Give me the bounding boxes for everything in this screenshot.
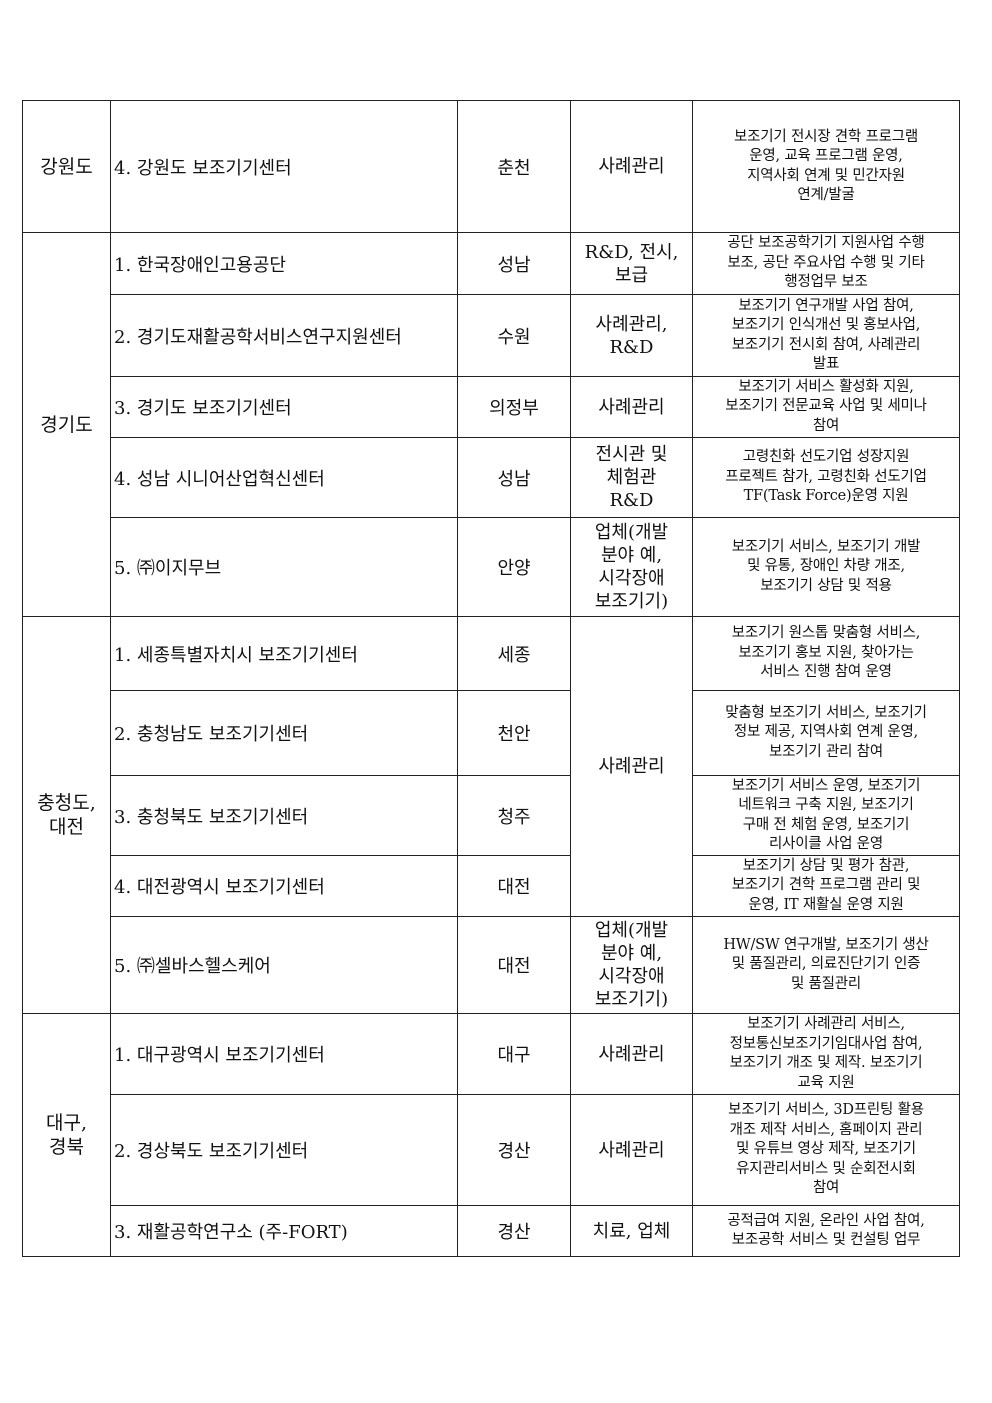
institution-name: 2. 경기도재활공학서비스연구지원센터: [110, 294, 458, 377]
institution-name: 5. ㈜이지무브: [110, 517, 458, 617]
table-row: 대구, 경북 1. 대구광역시 보조기기센터 대구 사례관리 보조기기 사례관리…: [22, 1013, 960, 1257]
city-cell: 대구: [457, 1013, 571, 1095]
region-cell: 강원도: [22, 100, 111, 233]
city-cell: 청주: [457, 775, 571, 856]
table-row: 5. ㈜이지무브 안양 업체(개발 분야 예, 시각장애 보조기기) 보조기기 …: [23, 517, 960, 617]
description-cell: 보조기기 전시장 견학 프로그램 운영, 교육 프로그램 운영, 지역사회 연계…: [692, 100, 960, 233]
city-cell: 천안: [457, 690, 571, 776]
city-cell: 세종: [457, 616, 571, 691]
institution-name: 2. 충청남도 보조기기센터: [110, 690, 458, 776]
description-cell: HW/SW 연구개발, 보조기기 생산 및 품질관리, 의료진단기기 인증 및 …: [692, 916, 960, 1014]
table-row: 충청도, 대전 1. 세종특별자치시 보조기기센터 세종 사례관리 보조기기 원…: [22, 616, 960, 1014]
institution-name: 4. 강원도 보조기기센터: [110, 100, 458, 233]
institution-name: 1. 한국장애인고용공단: [110, 232, 458, 295]
description-cell: 보조기기 서비스 활성화 지원, 보조기기 전문교육 사업 및 세미나 참여: [692, 376, 960, 438]
institution-table: 강원도 4. 강원도 보조기기센터 춘천 사례관리 보조기기 전시장 견학 프로…: [22, 100, 960, 1257]
type-cell: R&D, 전시, 보급: [570, 232, 693, 295]
city-cell: 안양: [457, 517, 571, 617]
table-row: 경기도 1. 한국장애인고용공단 성남 R&D, 전시, 보급 공단 보조공학기…: [22, 232, 960, 617]
type-cell: 사례관리: [570, 100, 693, 233]
description-cell: 보조기기 상담 및 평가 참관, 보조기기 견학 프로그램 관리 및 운영, I…: [692, 855, 960, 917]
region-cell: 충청도, 대전: [22, 616, 111, 1014]
description-cell: 보조기기 연구개발 사업 참여, 보조기기 인식개선 및 홍보사업, 보조기기 …: [692, 294, 960, 377]
city-cell: 의정부: [457, 376, 571, 438]
table-row: 3. 충청북도 보조기기센터 청주 보조기기 서비스 운영, 보조기기 네트워크…: [23, 775, 960, 856]
institution-name: 2. 경상북도 보조기기센터: [110, 1094, 458, 1206]
table-row: 2. 경상북도 보조기기센터 경산 사례관리 보조기기 서비스, 3D프린팅 활…: [23, 1094, 960, 1206]
table-row: 4. 성남 시니어산업혁신센터 성남 전시관 및 체험관 R&D 고령친화 선도…: [23, 437, 960, 518]
city-cell: 수원: [457, 294, 571, 377]
description-cell: 고령친화 선도기업 성장지원 프로젝트 참가, 고령친화 선도기업 TF(Tas…: [692, 437, 960, 518]
description-cell: 보조기기 사례관리 서비스, 정보통신보조기기임대사업 참여, 보조기기 개조 …: [692, 1013, 960, 1095]
city-cell: 경산: [457, 1094, 571, 1206]
city-cell: 경산: [457, 1205, 571, 1257]
institution-name: 4. 성남 시니어산업혁신센터: [110, 437, 458, 518]
city-cell: 대전: [457, 855, 571, 917]
city-cell: 춘천: [457, 100, 571, 233]
type-cell: 사례관리: [570, 616, 693, 917]
region-cell: 경기도: [22, 232, 111, 617]
type-cell: 전시관 및 체험관 R&D: [570, 437, 693, 518]
table-row: 3. 재활공학연구소 (주-FORT) 경산 치료, 업체 공적급여 지원, 온…: [23, 1205, 960, 1257]
institution-name: 5. ㈜셀바스헬스케어: [110, 916, 458, 1014]
institution-name: 3. 경기도 보조기기센터: [110, 376, 458, 438]
type-cell: 업체(개발 분야 예, 시각장애 보조기기): [570, 916, 693, 1014]
type-cell: 업체(개발 분야 예, 시각장애 보조기기): [570, 517, 693, 617]
institution-name: 4. 대전광역시 보조기기센터: [110, 855, 458, 917]
type-cell: 치료, 업체: [570, 1205, 693, 1257]
type-cell: 사례관리: [570, 376, 693, 438]
table-row: 3. 경기도 보조기기센터 의정부 사례관리 보조기기 서비스 활성화 지원, …: [23, 376, 960, 438]
type-cell: 사례관리: [570, 1094, 693, 1206]
description-cell: 공단 보조공학기기 지원사업 수행 보조, 공단 주요사업 수행 및 기타 행정…: [692, 232, 960, 295]
description-cell: 보조기기 서비스, 3D프린팅 활용 개조 제작 서비스, 홈페이지 관리 및 …: [692, 1094, 960, 1206]
description-cell: 맞춤형 보조기기 서비스, 보조기기 정보 제공, 지역사회 연계 운영, 보조…: [692, 690, 960, 776]
description-cell: 보조기기 서비스, 보조기기 개발 및 유통, 장애인 차량 개조, 보조기기 …: [692, 517, 960, 617]
type-cell: 사례관리: [570, 1013, 693, 1095]
institution-name: 1. 세종특별자치시 보조기기센터: [110, 616, 458, 691]
city-cell: 대전: [457, 916, 571, 1014]
table-row: 2. 경기도재활공학서비스연구지원센터 수원 사례관리, R&D 보조기기 연구…: [23, 294, 960, 377]
institution-name: 3. 재활공학연구소 (주-FORT): [110, 1205, 458, 1257]
type-cell: 사례관리, R&D: [570, 294, 693, 377]
table-row: 2. 충청남도 보조기기센터 천안 맞춤형 보조기기 서비스, 보조기기 정보 …: [23, 690, 960, 776]
description-cell: 보조기기 서비스 운영, 보조기기 네트워크 구축 지원, 보조기기 구매 전 …: [692, 775, 960, 856]
institution-name: 3. 충청북도 보조기기센터: [110, 775, 458, 856]
table-row: 4. 대전광역시 보조기기센터 대전 보조기기 상담 및 평가 참관, 보조기기…: [23, 855, 960, 917]
table-row: 5. ㈜셀바스헬스케어 대전 업체(개발 분야 예, 시각장애 보조기기) HW…: [23, 916, 960, 1014]
city-cell: 성남: [457, 232, 571, 295]
table-row: 강원도 4. 강원도 보조기기센터 춘천 사례관리 보조기기 전시장 견학 프로…: [22, 100, 960, 233]
description-cell: 보조기기 원스톱 맞춤형 서비스, 보조기기 홍보 지원, 찾아가는 서비스 진…: [692, 616, 960, 691]
description-cell: 공적급여 지원, 온라인 사업 참여, 보조공학 서비스 및 컨설팅 업무: [692, 1205, 960, 1257]
city-cell: 성남: [457, 437, 571, 518]
region-cell: 대구, 경북: [22, 1013, 111, 1257]
institution-name: 1. 대구광역시 보조기기센터: [110, 1013, 458, 1095]
